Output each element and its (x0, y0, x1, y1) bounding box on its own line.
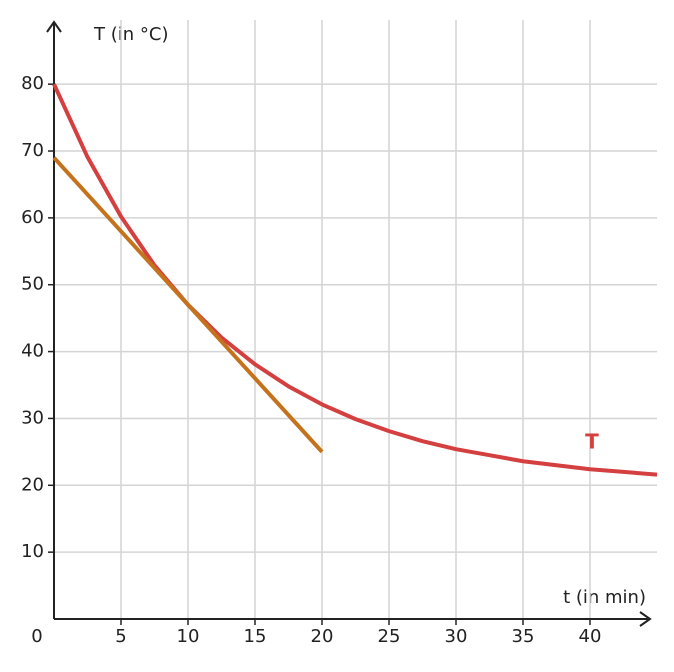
x-axis-arrow (639, 611, 652, 627)
x-tick-label: 30 (445, 626, 468, 647)
x-tick-label: 40 (579, 626, 602, 647)
x-tick-label: 5 (115, 626, 126, 647)
x-tick-label: 20 (311, 626, 334, 647)
x-tick-label: 0 (31, 626, 42, 647)
x-tick-label: 15 (244, 626, 267, 647)
x-tick-label: 25 (378, 626, 401, 647)
x-tick-label: 10 (177, 626, 200, 647)
x-axis-label: t (in min) (563, 587, 646, 608)
y-tick-label: 80 (21, 73, 44, 94)
y-tick-label: 30 (21, 407, 44, 428)
series-label: T (585, 430, 599, 454)
y-tick-label: 10 (21, 541, 44, 562)
x-tick-label: 35 (512, 626, 535, 647)
y-tick-label: 50 (21, 274, 44, 295)
line (52, 156, 324, 454)
y-tick-label: 20 (21, 474, 44, 495)
y-tick-label: 60 (21, 207, 44, 228)
y-tick-label: 40 (21, 341, 44, 362)
line (52, 83, 658, 477)
y-axis-label: T (in °C) (93, 24, 168, 45)
y-axis-arrow (46, 20, 62, 33)
y-tick-label: 70 (21, 140, 44, 161)
